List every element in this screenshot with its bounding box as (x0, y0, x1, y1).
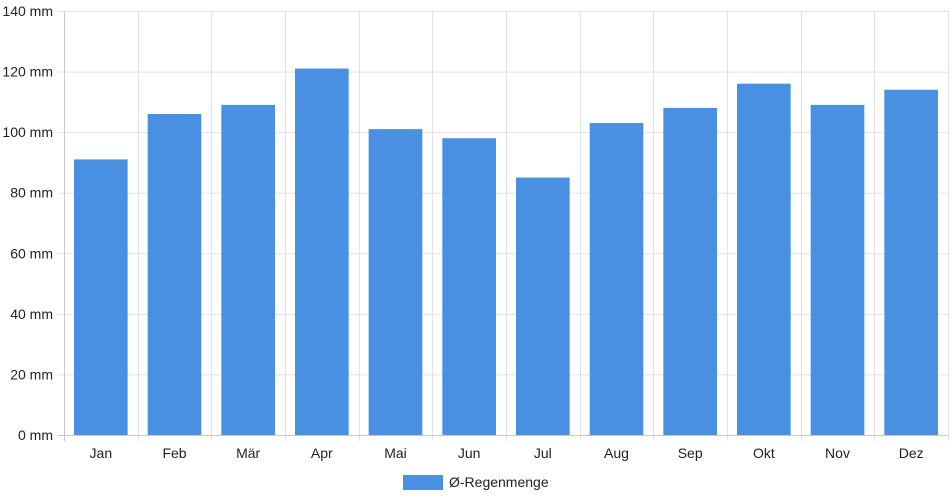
x-tick-label: Sep (678, 445, 703, 461)
y-tick-label: 120 mm (2, 64, 53, 80)
bar-aug[interactable] (589, 123, 644, 436)
bar-mär[interactable] (221, 104, 275, 435)
bar-sep[interactable] (663, 107, 717, 436)
legend[interactable]: Ø-Regenmenge (403, 474, 549, 490)
bar-feb[interactable] (147, 113, 202, 435)
y-tick-label: 140 mm (2, 3, 53, 19)
x-tick-label: Okt (753, 445, 775, 461)
bar-nov[interactable] (810, 104, 865, 435)
bar-mai[interactable] (368, 129, 423, 435)
bar-jan[interactable] (74, 159, 128, 435)
grid-lines (58, 11, 949, 441)
x-axis-tick-labels: Jan Feb Mär Apr Mai Jun Jul Aug Sep Okt Nov Dez (90, 445, 924, 461)
x-tick-label: Feb (162, 445, 186, 461)
bar-apr[interactable] (295, 68, 349, 436)
x-tick-label: Aug (604, 445, 629, 461)
x-tick-label: Mär (236, 445, 260, 461)
bar-jul[interactable] (516, 177, 570, 436)
y-tick-label: 80 mm (10, 185, 53, 201)
x-tick-label: Nov (825, 445, 850, 461)
x-tick-label: Dez (899, 445, 924, 461)
bar-jun[interactable] (442, 138, 496, 435)
y-tick-label: 40 mm (10, 306, 53, 322)
bars (74, 68, 938, 436)
axes (58, 11, 948, 441)
legend-label: Ø-Regenmenge (449, 474, 549, 490)
y-tick-label: 0 mm (18, 427, 53, 443)
y-axis-tick-labels: 0 mm 20 mm 40 mm 60 mm 80 mm 100 mm 120 mm 140 … (2, 3, 53, 443)
x-tick-label: Apr (311, 445, 333, 461)
y-tick-label: 60 mm (10, 245, 53, 261)
bar-dez[interactable] (884, 89, 938, 435)
x-tick-label: Jul (534, 445, 552, 461)
bar-okt[interactable] (737, 83, 791, 435)
y-tick-label: 20 mm (10, 366, 53, 382)
y-tick-label: 100 mm (2, 124, 53, 140)
x-tick-label: Jun (458, 445, 481, 461)
x-tick-label: Mai (384, 445, 407, 461)
legend-swatch (403, 475, 443, 490)
x-tick-label: Jan (90, 445, 113, 461)
